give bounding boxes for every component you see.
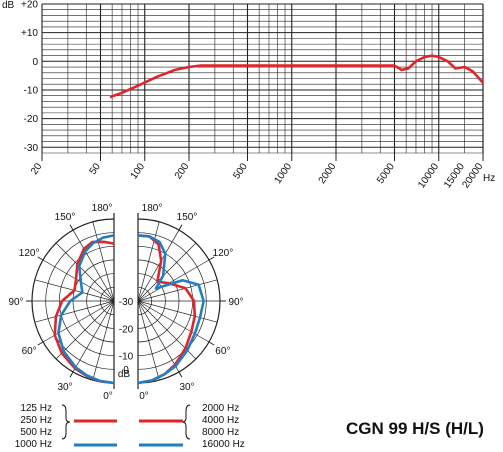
y-unit-label: dB [2, 0, 15, 11]
polar-label: 0° [103, 391, 113, 402]
polar-spoke [137, 242, 197, 302]
y-axis-ticks: +20 +10 0 -10 -20 -30 [21, 0, 38, 154]
polar-label: 60° [215, 346, 230, 357]
polar-label: 150° [55, 212, 76, 223]
polar-label: 0 [123, 365, 129, 376]
legend-label: 16000 Hz [202, 439, 245, 450]
r-unit-label: dB [118, 369, 131, 380]
polar-spoke [137, 229, 180, 302]
polar-spoke [34, 300, 115, 323]
legend-label: 500 Hz [20, 427, 52, 438]
response-curves [109, 54, 484, 99]
frequency-grid [41, 3, 484, 161]
polar-pattern-chart: 0° 0° 30° 30° 60° 60° 90° 90° 120° 120° 150° 150° 18… [8, 203, 243, 402]
polar-spoke [137, 279, 218, 302]
polar-label: -30 [119, 297, 134, 308]
polar-label: 90° [228, 297, 243, 308]
polar-label: 90° [8, 297, 23, 308]
polar-curve [137, 234, 205, 385]
polar-spoke [55, 300, 115, 360]
polar-tick [37, 256, 44, 261]
legend-label: 4000 Hz [202, 415, 240, 426]
polar-spoke [72, 229, 115, 302]
legend-graphics [61, 404, 191, 447]
polar-tick [69, 224, 74, 231]
polar-spoke [92, 300, 115, 381]
polar-spoke [42, 300, 115, 343]
polar-label: 180° [92, 203, 113, 214]
polar-labels: 0° 0° 30° 30° 60° 60° 90° 90° 120° 120° 150° 150° 18… [8, 203, 243, 402]
legend-label: 250 Hz [20, 415, 52, 426]
polar-tick [178, 371, 183, 378]
polar-spoke [137, 300, 210, 343]
polar-spoke [42, 259, 115, 302]
legend-brace [61, 404, 71, 440]
response-curve [109, 54, 484, 99]
legend-label: 8000 Hz [202, 427, 240, 438]
polar-label: 180° [142, 203, 163, 214]
polar-tick [208, 341, 215, 346]
y-tick-label: +10 [21, 28, 38, 39]
legend-label: 1000 Hz [14, 439, 52, 450]
y-tick-label: +20 [21, 0, 38, 11]
polar-label: 150° [177, 212, 198, 223]
polar-label: -10 [119, 352, 134, 363]
polar-spoke [137, 221, 160, 302]
legend-label: 125 Hz [20, 403, 52, 414]
polar-spoke [137, 300, 160, 381]
polar-label: 120° [213, 248, 234, 259]
polar-tick [69, 371, 74, 378]
polar-spoke [137, 300, 180, 373]
polar-legend: 125 Hz 250 Hz 500 Hz 1000 Hz 2000 Hz 4000 Hz 8… [0, 402, 260, 452]
polar-label: 0° [139, 391, 149, 402]
polar-spoke [72, 300, 115, 373]
polar-tick [208, 256, 215, 261]
polar-tick [37, 341, 44, 346]
polar-label: 120° [19, 248, 40, 259]
polar-spoke [92, 221, 115, 302]
y-tick-label: -30 [24, 143, 39, 154]
legend-label: 2000 Hz [202, 403, 240, 414]
polar-spoke [137, 300, 218, 323]
y-tick-label: -10 [24, 85, 39, 96]
polar-label: 30° [57, 382, 72, 393]
x-unit-label: Hz [483, 173, 495, 184]
y-tick-label: -20 [24, 114, 39, 125]
polar-curve [57, 234, 115, 385]
polar-curves [53, 234, 205, 385]
polar-label: 60° [22, 346, 37, 357]
polar-spoke [137, 259, 210, 302]
product-title: CGN 99 H/S (H/L) [346, 419, 484, 438]
polar-label: 30° [179, 382, 194, 393]
polar-tick [178, 224, 183, 231]
polar-spoke [55, 242, 115, 302]
y-tick-label: 0 [32, 57, 38, 68]
frequency-response-chart: +20+100-10-20-30 20 50 100 200 500 1000 2000 50… [2, 0, 495, 191]
polar-label: -20 [119, 324, 134, 335]
legend-brace [181, 404, 191, 440]
